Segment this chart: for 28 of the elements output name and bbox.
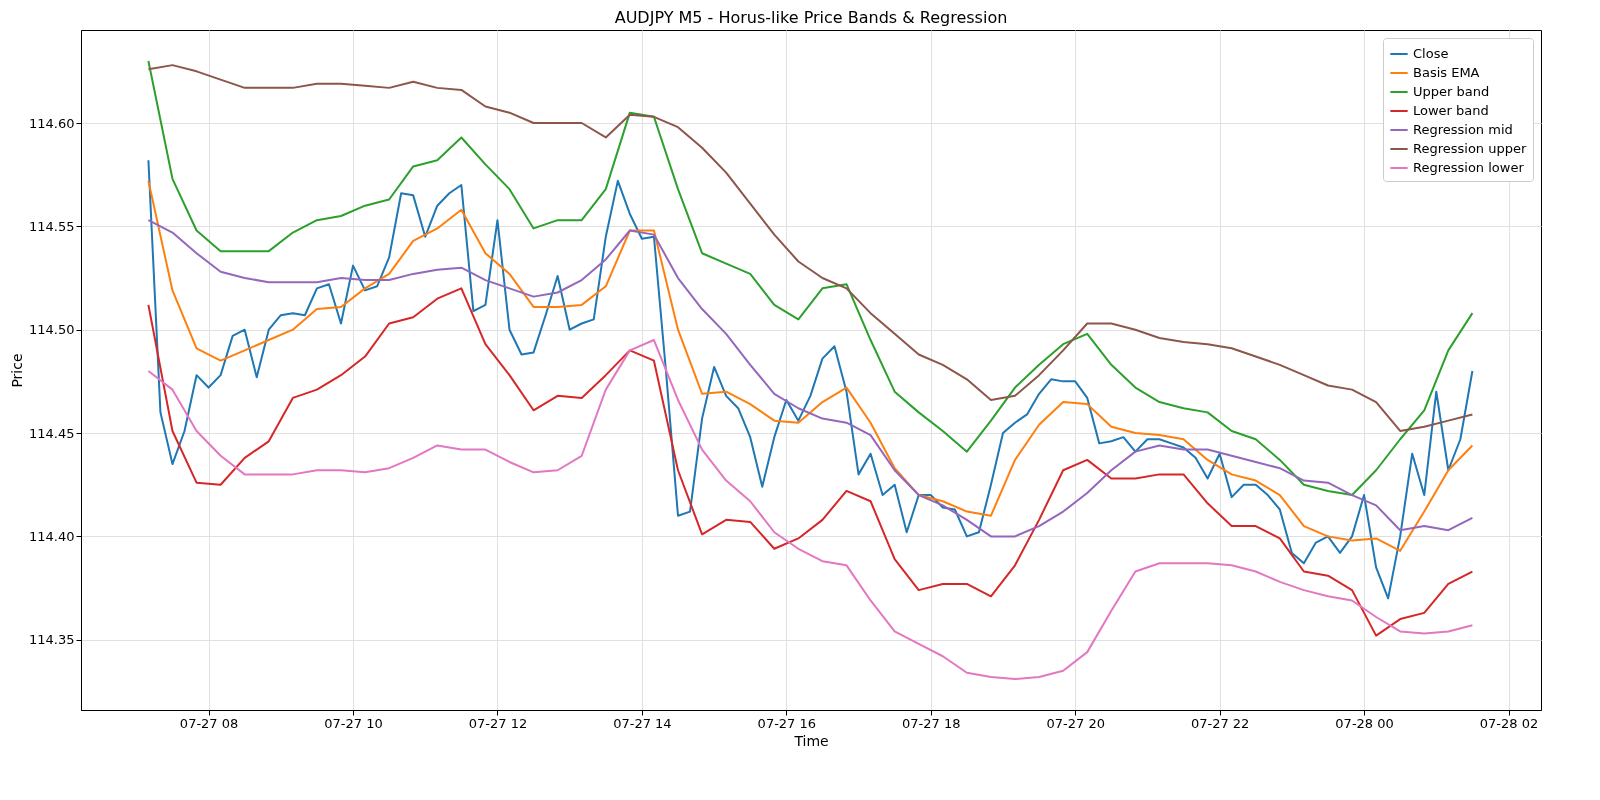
y-axis-title: Price [9,353,26,388]
line-series [147,339,1474,680]
legend-label: Regression mid [1413,122,1513,137]
x-tick-label: 07-28 02 [1479,715,1539,731]
x-tick-label: 07-27 18 [902,715,961,731]
legend-label: Close [1413,46,1449,61]
x-axis-title: Time [793,732,829,749]
x-tick-label: 07-27 16 [757,715,817,731]
x-tick-label: 07-28 00 [1335,715,1394,731]
y-tick-label: 114.55 [29,218,75,234]
legend-label: Regression lower [1413,160,1525,175]
x-tick-label: 07-27 10 [324,715,383,731]
y-tick-label: 114.35 [29,632,75,648]
legend-label: Regression upper [1413,141,1527,156]
y-tick-label: 114.50 [29,322,75,338]
legend-label: Basis EMA [1413,65,1480,80]
x-tick-label: 07-27 22 [1190,715,1250,731]
y-tick-label: 114.40 [29,528,75,544]
y-tick-label: 114.45 [29,425,75,441]
x-tick-label: 07-27 14 [613,715,672,731]
line-series [147,287,1474,637]
x-tick-label: 07-27 20 [1046,715,1105,731]
y-tick-label: 114.60 [29,115,75,131]
x-tick-label: 07-27 12 [468,715,528,731]
chart-title: AUDJPY M5 - Horus-like Price Bands & Regression [614,8,1008,27]
legend-label: Lower band [1413,103,1489,118]
legend-label: Upper band [1413,84,1490,99]
x-tick-label: 07-27 08 [179,715,239,731]
